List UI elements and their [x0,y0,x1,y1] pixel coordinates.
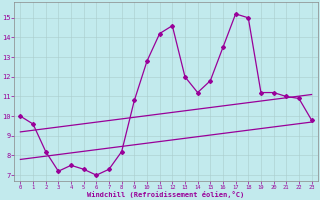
X-axis label: Windchill (Refroidissement éolien,°C): Windchill (Refroidissement éolien,°C) [87,191,244,198]
